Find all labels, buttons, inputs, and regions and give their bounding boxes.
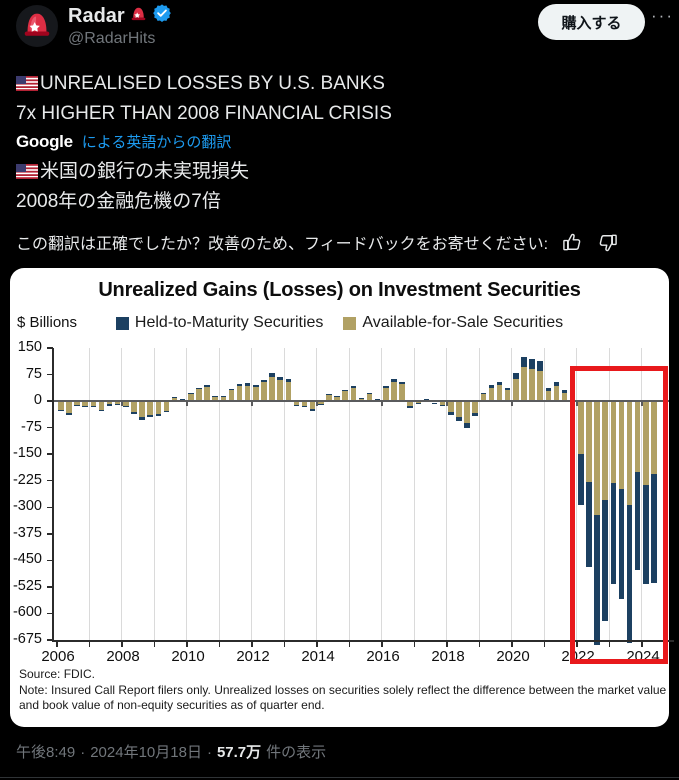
legend-item-htm: Held-to-Maturity Securities bbox=[115, 314, 323, 332]
legend-item-afs: Available-for-Sale Securities bbox=[343, 314, 563, 332]
tweet-jp-line1: 米国の銀行の未実現損失 bbox=[16, 159, 666, 187]
views-suffix: 件の表示 bbox=[266, 744, 327, 761]
post-date: 2024年10月18日 bbox=[90, 744, 202, 761]
afs-swatch-icon bbox=[343, 316, 357, 330]
views-count: 57.7万 bbox=[216, 744, 262, 761]
purchase-button[interactable]: 購入する bbox=[538, 4, 645, 40]
us-flag-icon bbox=[16, 73, 38, 99]
divider bbox=[0, 777, 679, 778]
tweet-text-line2: 7x HIGHER THAN 2008 FINANCIAL CRISIS bbox=[16, 103, 392, 124]
chart-y-axis-label: $ Billions bbox=[17, 314, 78, 331]
tweet-jp-line2: 2008年の金融危機の7倍 bbox=[16, 191, 221, 212]
google-logo: Google bbox=[16, 131, 73, 151]
chart-title: Unrealized Gains (Losses) on Investment … bbox=[98, 279, 581, 301]
tweet-meta-row: 午後8:49 · 2024年10月18日 · 57.7万 件の表示 bbox=[16, 741, 326, 762]
translation-attribution: Google による英語からの翻訳 bbox=[16, 131, 231, 152]
user-handle: @RadarHits bbox=[68, 30, 156, 47]
siren-icon bbox=[20, 7, 54, 46]
htm-swatch-icon bbox=[115, 316, 129, 330]
chart-plot: 150 75 0 -75 -150 -225 -300 -375 -450 -525 -600 -67… bbox=[13, 339, 674, 665]
tweet-media-chart[interactable]: Unrealized Gains (Losses) on Investment … bbox=[10, 268, 674, 727]
siren-emoji-icon bbox=[129, 4, 148, 28]
feedback-prompt: この翻訳は正確でしたか？改善のため、フィードバックをお寄せください: bbox=[16, 236, 549, 253]
display-name: Radar bbox=[68, 4, 125, 27]
post-time: 午後8:49 bbox=[16, 744, 76, 761]
verified-badge-icon bbox=[152, 3, 172, 28]
chart-note: Note: Insured Call Report filers only. U… bbox=[19, 683, 667, 712]
tweet-text-line1: UNREALISED LOSSES BY U.S. BANKS bbox=[16, 71, 666, 99]
avatar[interactable] bbox=[16, 5, 58, 47]
chart-legend: Held-to-Maturity Securities Available-fo… bbox=[10, 314, 669, 332]
chart-source: Source: FDIC. bbox=[19, 667, 96, 681]
thumbs-down-icon[interactable] bbox=[597, 232, 618, 253]
thumbs-up-icon[interactable] bbox=[562, 232, 583, 253]
translated-from-link[interactable]: による英語からの翻訳 bbox=[81, 134, 232, 151]
user-name-block[interactable]: Radar @RadarHits bbox=[68, 3, 172, 50]
us-flag-icon bbox=[16, 161, 38, 187]
more-menu-icon[interactable]: ··· bbox=[651, 6, 674, 25]
translation-feedback-row: この翻訳は正確でしたか？改善のため、フィードバックをお寄せください: bbox=[16, 230, 618, 254]
